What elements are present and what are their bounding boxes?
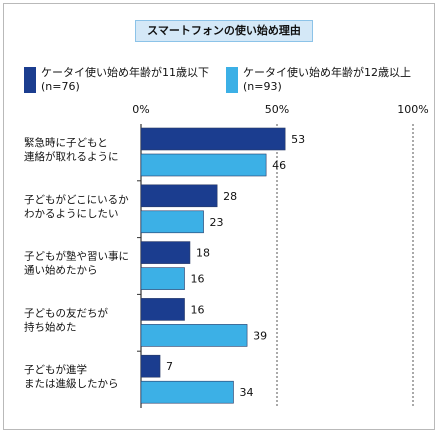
data-label: 16	[191, 273, 205, 286]
bar-series-1	[140, 241, 191, 264]
data-label: 16	[191, 303, 205, 316]
bar-series-2	[140, 324, 248, 347]
legend-swatch-series-2	[226, 67, 238, 93]
category-label: 子どもが進学	[24, 363, 87, 376]
chart-frame: スマートフォンの使い始め理由 ケータイ使い始め年齢が11歳以下 (n=76) ケ…	[3, 3, 435, 430]
category-label: 持ち始めた	[24, 320, 77, 333]
bar-series-1	[140, 354, 161, 378]
bar-series-2	[140, 210, 204, 234]
bar-series-1	[140, 298, 185, 321]
data-label: 39	[253, 329, 267, 342]
chart-title: スマートフォンの使い始め理由	[135, 20, 313, 42]
legend-series-1-name: ケータイ使い始め年齢が11歳以下	[41, 66, 209, 79]
legend-series-2-n: (n=93)	[243, 80, 282, 93]
legend-swatch-series-1	[24, 67, 36, 93]
bar-series-1	[140, 127, 286, 151]
x-tick-label: 100%	[397, 103, 428, 116]
category-label: 子どもが塾や習い事に	[24, 250, 129, 263]
legend-series-1-n: (n=76)	[41, 80, 80, 93]
category-label: 連絡が取れるように	[24, 150, 119, 163]
bar-series-2	[140, 267, 185, 290]
bar-series-2	[140, 153, 267, 177]
legend-label-series-2: ケータイ使い始め年齢が12歳以上 (n=93)	[243, 66, 411, 94]
bar-series-1	[140, 184, 218, 208]
category-label: わかるようにしたい	[24, 208, 119, 220]
legend-label-series-1: ケータイ使い始め年齢が11歳以下 (n=76)	[41, 66, 209, 94]
category-label: または進級したから	[24, 377, 119, 390]
category-label: 子どもの友だちが	[24, 306, 108, 319]
data-label: 46	[272, 159, 286, 172]
x-tick-label: 0%	[132, 103, 149, 116]
category-label: 通い始めたから	[24, 264, 98, 277]
legend-series-2-name: ケータイ使い始め年齢が12歳以上	[243, 66, 411, 79]
data-label: 18	[196, 247, 210, 260]
data-label: 23	[210, 216, 224, 229]
category-label: 子どもがどこにいるか	[24, 193, 129, 206]
data-label: 28	[223, 190, 237, 203]
category-label: 緊急時に子どもと	[24, 136, 108, 149]
data-label: 53	[291, 133, 305, 146]
data-label: 7	[166, 360, 173, 373]
bar-series-2	[140, 380, 234, 404]
data-label: 34	[239, 386, 253, 399]
x-tick-label: 50%	[265, 103, 289, 116]
